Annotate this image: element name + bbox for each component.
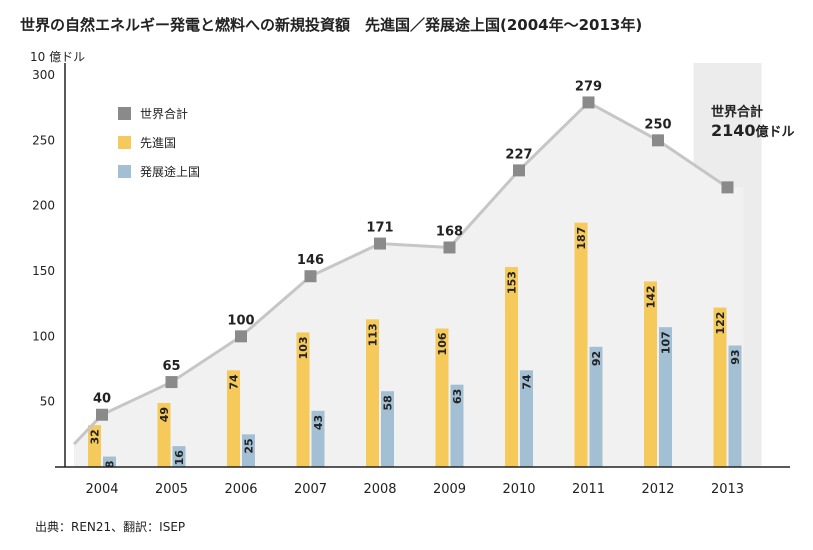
total-marker bbox=[513, 164, 525, 177]
x-tick-label: 2008 bbox=[363, 482, 396, 497]
legend-swatch bbox=[118, 107, 131, 120]
bar-label-developed: 122 bbox=[714, 312, 727, 335]
x-tick-label: 2007 bbox=[294, 482, 327, 497]
bar-developing bbox=[172, 446, 186, 467]
bar-developed bbox=[227, 370, 240, 467]
total-marker bbox=[304, 270, 317, 283]
y-tick-label: 150 bbox=[32, 264, 55, 278]
x-tick-label: 2012 bbox=[641, 482, 674, 497]
y-tick-label: 250 bbox=[32, 133, 55, 147]
total-value-label: 250 bbox=[644, 117, 671, 132]
bar-developed bbox=[88, 425, 101, 467]
total-value-label: 40 bbox=[93, 392, 111, 407]
total-marker bbox=[96, 408, 108, 421]
source-note: 出典：REN21、翻訳：ISEP bbox=[35, 519, 185, 534]
total-marker bbox=[235, 330, 247, 343]
annotation-value: 2140億ドル bbox=[711, 121, 795, 140]
legend-label: 発展途上国 bbox=[140, 164, 200, 179]
legend-label: 先進国 bbox=[140, 136, 176, 150]
legend-swatch bbox=[118, 136, 131, 149]
bar-developed bbox=[644, 281, 657, 467]
bar-label-developing: 107 bbox=[660, 331, 673, 354]
total-value-label: 171 bbox=[366, 221, 393, 236]
x-tick-label: 2013 bbox=[711, 482, 744, 497]
bar-developing bbox=[311, 410, 325, 467]
y-tick-label: 300 bbox=[32, 68, 55, 82]
x-tick-label: 2004 bbox=[85, 482, 118, 497]
x-tick-label: 2011 bbox=[572, 482, 605, 497]
bar-label-developing: 25 bbox=[243, 438, 256, 453]
x-tick-label: 2010 bbox=[502, 482, 535, 497]
bar-label-developed: 153 bbox=[506, 271, 519, 294]
bar-label-developed: 113 bbox=[367, 323, 380, 346]
bar-developed bbox=[157, 402, 171, 467]
bar-developing bbox=[381, 391, 394, 467]
x-tick-label: 2009 bbox=[433, 482, 466, 497]
bar-label-developing: 92 bbox=[590, 351, 603, 366]
total-value-label: 100 bbox=[227, 313, 254, 328]
bar-label-developing: 74 bbox=[521, 374, 534, 390]
bar-developed bbox=[713, 307, 727, 467]
bar-developed bbox=[505, 267, 518, 467]
total-marker bbox=[374, 237, 386, 250]
bar-label-developed: 106 bbox=[436, 332, 449, 355]
x-tick-label: 2005 bbox=[155, 482, 188, 497]
total-value-label: 279 bbox=[575, 79, 602, 94]
y-tick-label: 50 bbox=[40, 395, 55, 409]
chart-title: 世界の自然エネルギー発電と燃料への新規投資額 先進国／発展途上国(2004年〜2… bbox=[20, 16, 642, 34]
total-marker bbox=[652, 134, 664, 147]
annotation-number: 2140 bbox=[711, 121, 756, 140]
total-value-label: 168 bbox=[436, 224, 463, 239]
bar-developing bbox=[728, 345, 742, 467]
bar-developing bbox=[520, 370, 533, 467]
total-marker bbox=[443, 241, 456, 254]
bar-label-developing: 63 bbox=[451, 389, 464, 404]
bar-developing bbox=[242, 434, 255, 467]
total-marker bbox=[165, 376, 178, 389]
total-value-label: 227 bbox=[505, 147, 532, 162]
x-tick-label: 2006 bbox=[224, 482, 257, 497]
y-tick-label: 100 bbox=[32, 329, 55, 343]
bar-label-developing: 8 bbox=[104, 461, 117, 469]
y-tick-label: 200 bbox=[32, 199, 55, 213]
annotation-title: 世界合計 bbox=[711, 104, 763, 120]
bar-developed bbox=[366, 319, 379, 467]
bar-label-developed: 32 bbox=[89, 429, 102, 444]
y-axis-unit: 10 億ドル bbox=[30, 50, 85, 64]
bar-label-developed: 103 bbox=[297, 336, 310, 359]
annotation-unit: 億ドル bbox=[756, 124, 795, 140]
total-marker bbox=[721, 181, 734, 194]
bar-label-developing: 43 bbox=[312, 415, 325, 430]
bar-developing bbox=[103, 456, 116, 467]
bar-developing bbox=[659, 327, 672, 467]
bar-developing bbox=[450, 384, 464, 467]
legend-swatch bbox=[118, 165, 131, 178]
bar-label-developing: 93 bbox=[729, 349, 742, 364]
bar-label-developed: 142 bbox=[645, 285, 658, 308]
bar-label-developing: 58 bbox=[382, 395, 395, 410]
bar-label-developed: 74 bbox=[228, 374, 241, 390]
bar-developed bbox=[435, 328, 449, 467]
legend-label: 世界合計 bbox=[140, 106, 188, 121]
bar-developed bbox=[574, 222, 588, 467]
bar-developed bbox=[296, 332, 310, 467]
total-value-label: 146 bbox=[297, 253, 324, 268]
bar-label-developed: 49 bbox=[158, 407, 171, 422]
bar-developing bbox=[589, 346, 603, 467]
total-value-label: 65 bbox=[162, 359, 180, 374]
bar-label-developed: 187 bbox=[575, 227, 588, 250]
bar-label-developing: 16 bbox=[173, 450, 186, 466]
total-marker bbox=[582, 96, 595, 109]
